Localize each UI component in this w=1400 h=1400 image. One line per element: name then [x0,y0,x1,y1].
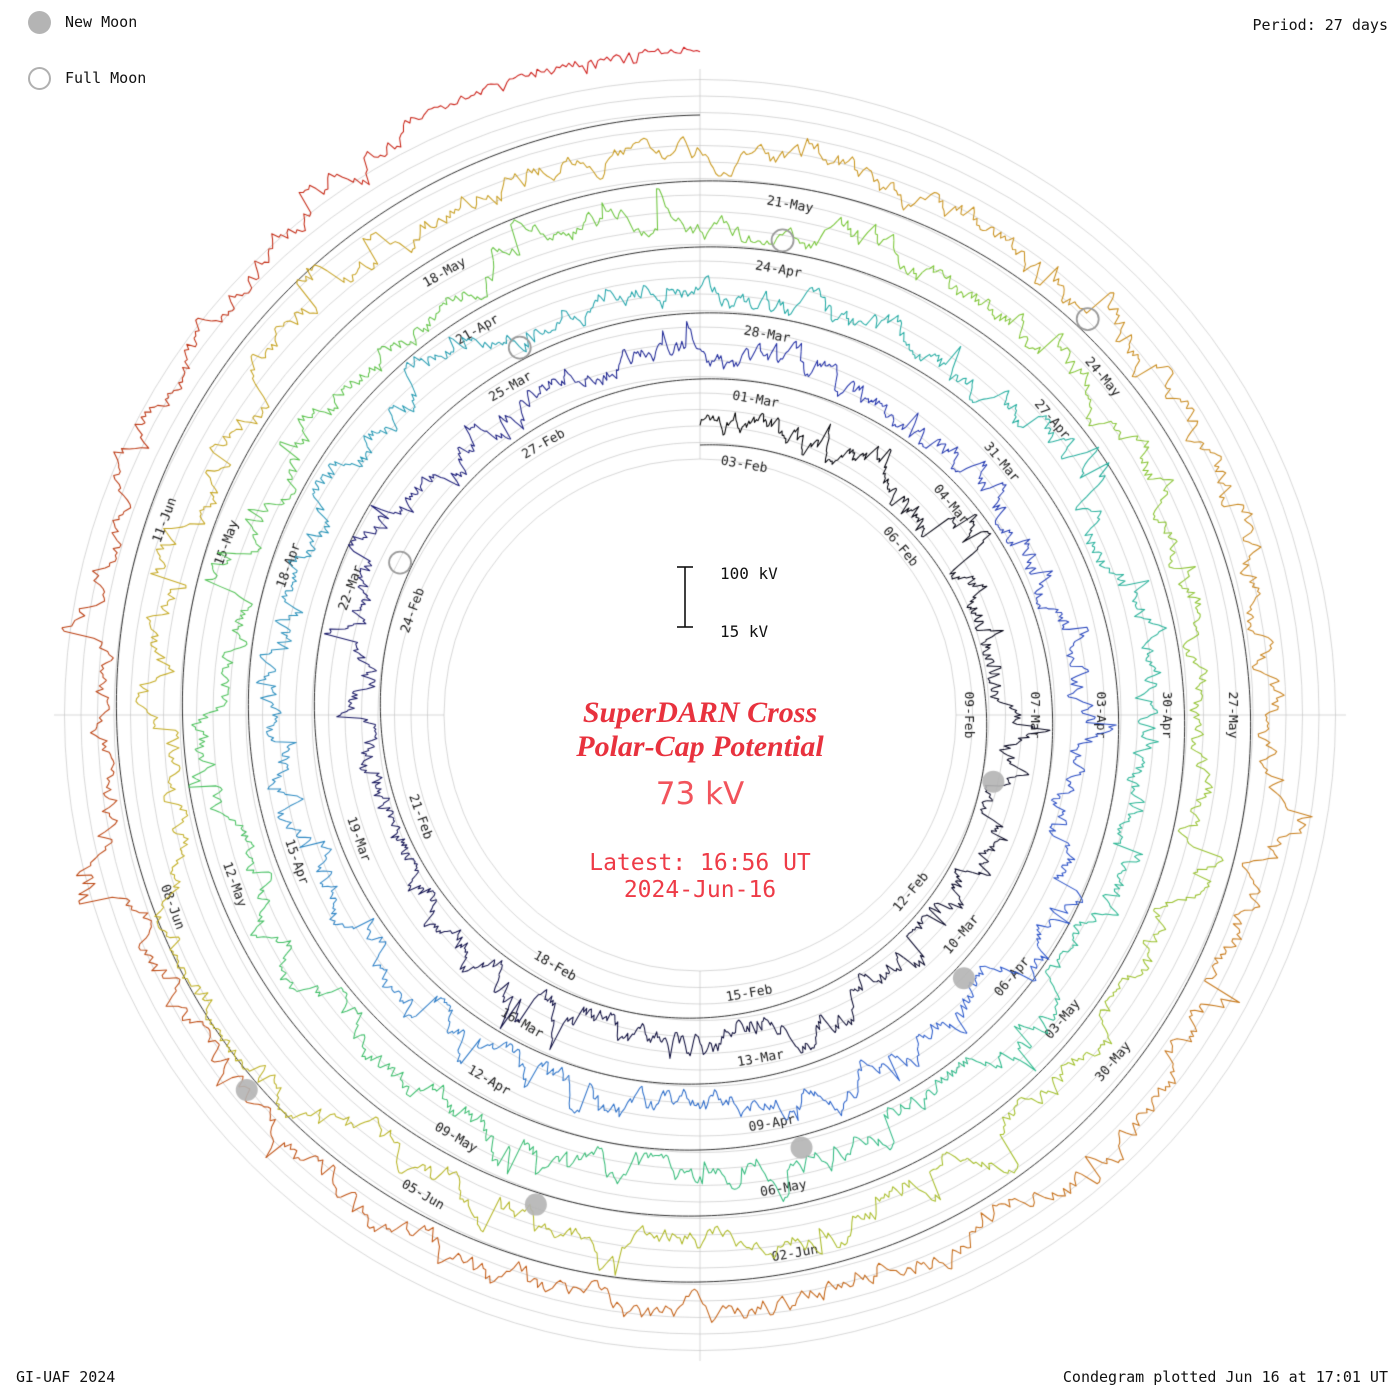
latest-date-label: 2024-Jun-16 [623,877,777,903]
full-moon-label: Full Moon [65,69,147,87]
chart-title-line1: SuperDARN Cross [582,696,818,729]
period-label: Period: 27 days [1252,16,1388,34]
kv-scale-bar [672,564,698,634]
credit-label: GI-UAF 2024 [16,1368,116,1386]
new-moon-label: New Moon [65,13,138,31]
new-moon-icon [28,10,51,34]
current-potential-value: 73 kV [655,776,745,812]
new-moon-legend-row: New Moon [28,8,146,36]
chart-title-line2: Polar-Cap Potential [576,730,824,763]
full-moon-icon [28,66,51,90]
full-moon-legend-row: Full Moon [28,64,146,92]
latest-time-label: Latest: 16:56 UT [589,850,811,876]
plotted-timestamp-label: Condegram plotted Jun 16 at 17:01 UT [1062,1368,1388,1386]
moon-legend: New Moon Full Moon [28,8,146,120]
scale-15kv-label: 15 kV [720,622,769,641]
scale-100kv-label: 100 kV [720,564,778,583]
scale-bar-glyph [677,566,693,628]
center-annotation: SuperDARN Cross Polar-Cap Potential 73 k… [576,696,824,904]
